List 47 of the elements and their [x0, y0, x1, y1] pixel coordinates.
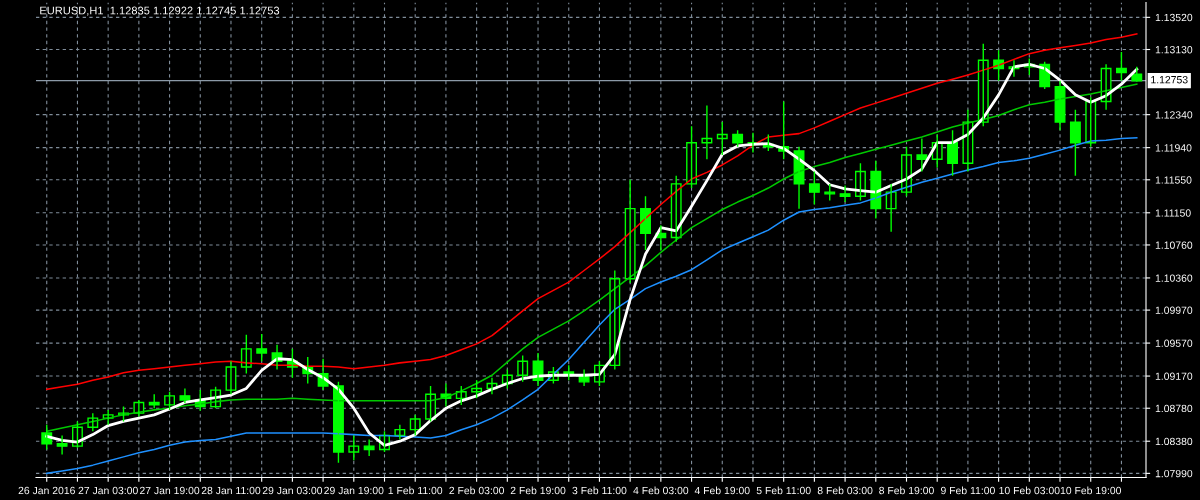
- candlestick: [179, 387, 191, 404]
- y-tick-label: 1.12340: [1155, 111, 1193, 119]
- line-series: [45, 33, 1138, 391]
- x-tick-label: 8 Feb 03:00: [817, 486, 873, 495]
- candlestick: [916, 137, 928, 173]
- x-tick-label: 27 Jan 03:00: [78, 486, 138, 495]
- x-tick-label: 27 Jan 19:00: [139, 486, 200, 495]
- candlestick: [409, 414, 421, 437]
- y-tick-label: 1.11150: [1155, 209, 1191, 217]
- x-tick-label: 10 Feb 03:00: [999, 486, 1060, 495]
- x-tick-label: 2 Feb 03:00: [449, 486, 505, 495]
- y-tick-label: 1.09170: [1155, 372, 1193, 380]
- x-tick-label: 1 Feb 11:00: [388, 486, 443, 495]
- x-tick-label: 9 Feb 11:00: [940, 486, 995, 495]
- y-tick-label: 1.10360: [1155, 274, 1193, 282]
- x-tick-label: 3 Feb 11:00: [572, 486, 627, 495]
- x-tick-label: 10 Feb 19:00: [1060, 486, 1122, 495]
- y-tick-label: 1.08380: [1155, 437, 1193, 446]
- x-tick-label: 29 Jan 19:00: [324, 486, 384, 495]
- y-tick-label: 1.10760: [1155, 241, 1193, 249]
- y-tick-label: 1.09570: [1155, 339, 1193, 347]
- y-tick-label: 1.09970: [1155, 306, 1193, 314]
- candlestick: [517, 354, 529, 383]
- candlestick: [56, 434, 68, 456]
- x-tick-label: 4 Feb 03:00: [633, 486, 689, 495]
- y-tick-label: 1.11550: [1155, 176, 1192, 184]
- candlestick: [256, 333, 268, 362]
- candlestick: [808, 170, 820, 206]
- ref-line-label: 1.12753: [1151, 76, 1188, 84]
- x-tick-label: 26 Jan 2016: [18, 486, 75, 495]
- y-tick-label: 1.11940: [1155, 144, 1192, 152]
- x-tick-label: 4 Feb 19:00: [694, 486, 750, 495]
- candlestick: [839, 184, 851, 203]
- y-tick-label: 1.13130: [1155, 46, 1193, 54]
- x-tick-label: 28 Jan 11:00: [201, 486, 261, 495]
- x-tick-label: 2 Feb 19:00: [510, 486, 566, 495]
- x-tick-label: 29 Jan 03:00: [262, 486, 323, 495]
- y-tick-label: 1.13520: [1155, 13, 1193, 22]
- candlestick: [363, 438, 375, 457]
- x-tick-label: 8 Feb 19:00: [879, 486, 934, 495]
- y-tick-label: 1.08780: [1155, 404, 1193, 413]
- x-tick-label: 5 Feb 11:00: [756, 486, 811, 495]
- candlestick: [1069, 109, 1081, 177]
- candlestick: [348, 434, 360, 461]
- chart-title: EURUSD,H1 1.12835 1.12922 1.12745 1.12753: [40, 6, 280, 16]
- candlestick: [164, 391, 176, 411]
- y-tick-label: 1.07990: [1155, 469, 1193, 478]
